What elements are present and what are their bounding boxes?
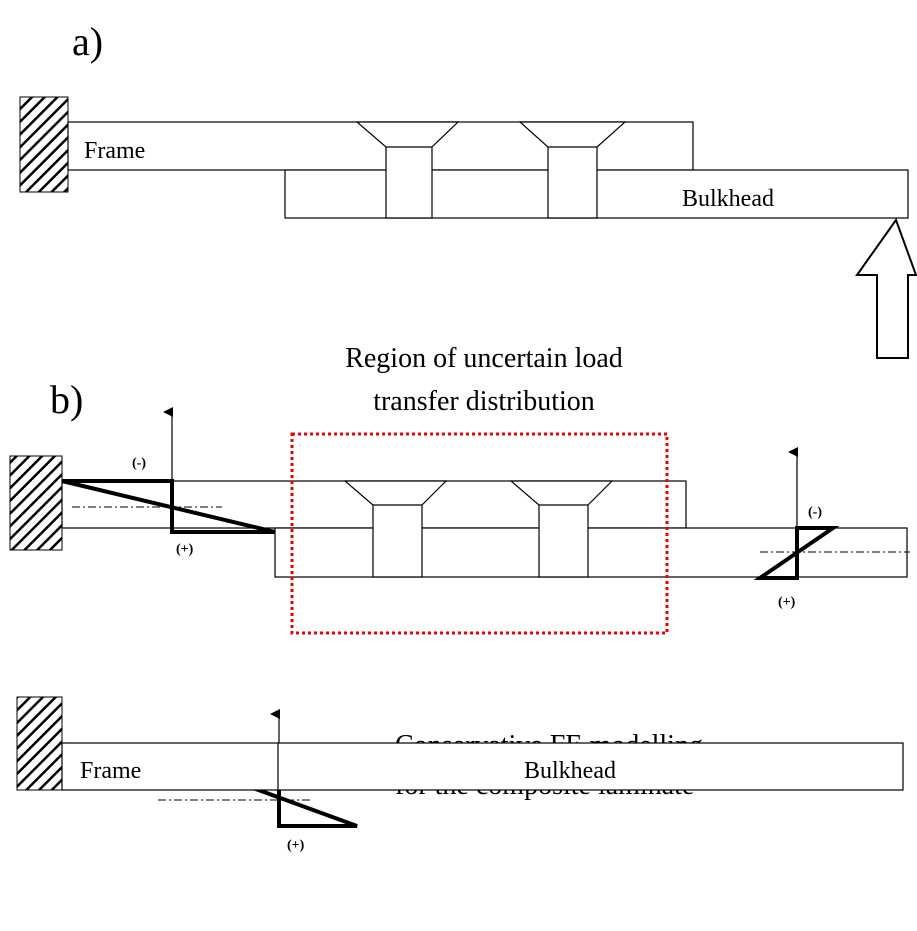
sign-label: (-) bbox=[808, 505, 822, 520]
sign-label: (+) bbox=[778, 595, 796, 610]
panel-a: a) Frame Bulkhead bbox=[19, 19, 917, 359]
panel-c: c) Conservative FE modelling for the com… bbox=[16, 696, 904, 853]
region-label: transfer distribution bbox=[373, 386, 595, 417]
panel-label: b) bbox=[50, 377, 83, 422]
uncertain-region bbox=[290, 432, 669, 635]
bulkhead-label: Bulkhead bbox=[682, 186, 774, 212]
load-arrow bbox=[855, 217, 917, 359]
panel-label: a) bbox=[72, 19, 103, 64]
fastener bbox=[518, 121, 627, 219]
wall bbox=[19, 96, 69, 193]
combined-plate bbox=[61, 742, 904, 791]
stress-distribution bbox=[61, 479, 276, 534]
frame-label: Frame bbox=[84, 138, 145, 164]
fastener bbox=[355, 121, 460, 219]
frame-label: Frame bbox=[80, 758, 141, 784]
sign-label: (-) bbox=[132, 456, 146, 471]
fastener bbox=[343, 480, 448, 578]
panel-b: b) Region of uncertain load transfer dis… bbox=[9, 343, 910, 635]
wall bbox=[16, 696, 63, 791]
stress-distribution bbox=[753, 526, 840, 580]
wall bbox=[9, 455, 63, 551]
sign-label: (+) bbox=[176, 542, 194, 557]
region-label: Region of uncertain load bbox=[345, 343, 623, 374]
sign-label: (+) bbox=[287, 838, 305, 853]
bulkhead-label: Bulkhead bbox=[524, 758, 616, 784]
fastener bbox=[509, 480, 614, 578]
